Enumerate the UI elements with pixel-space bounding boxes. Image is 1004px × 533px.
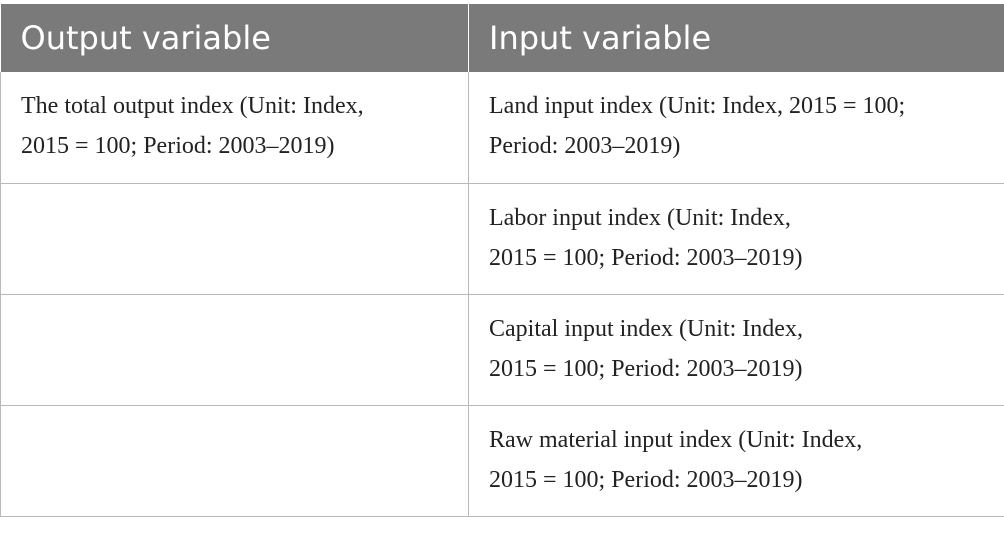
cell-text-line: Raw material input index (Unit: Index,: [489, 426, 863, 453]
header-input-variable: Input variable: [468, 4, 1004, 72]
input-cell: Labor input index (Unit: Index, 2015 = 1…: [468, 183, 1004, 295]
cell-text-line: Capital input index (Unit: Index,: [489, 315, 803, 342]
header-output-variable: Output variable: [0, 4, 469, 72]
output-cell: [0, 183, 469, 295]
table-row: Labor input index (Unit: Index, 2015 = 1…: [0, 183, 1004, 295]
output-cell: [0, 294, 469, 406]
table-body: The total output index (Unit: Index, 201…: [0, 72, 1004, 517]
cell-text-line: 2015 = 100; Period: 2003–2019): [489, 466, 803, 493]
input-cell: Land input index (Unit: Index, 2015 = 10…: [468, 72, 1004, 184]
cell-text-line: 2015 = 100; Period: 2003–2019): [489, 355, 803, 382]
table-row: The total output index (Unit: Index, 201…: [0, 72, 1004, 184]
output-cell: The total output index (Unit: Index, 201…: [0, 72, 469, 184]
table-row: Capital input index (Unit: Index, 2015 =…: [0, 294, 1004, 406]
input-cell: Capital input index (Unit: Index, 2015 =…: [468, 294, 1004, 406]
table-header: Output variable Input variable: [0, 4, 1004, 72]
cell-text-line: 2015 = 100; Period: 2003–2019): [489, 244, 803, 271]
cell-text-line: 2015 = 100; Period: 2003–2019): [21, 133, 335, 159]
table-row: Raw material input index (Unit: Index, 2…: [0, 405, 1004, 517]
cell-text-line: Land input index (Unit: Index, 2015 = 10…: [489, 93, 906, 119]
cell-text-line: The total output index (Unit: Index,: [21, 93, 364, 119]
header-row: Output variable Input variable: [0, 4, 1004, 72]
cell-text-line: Labor input index (Unit: Index,: [489, 204, 791, 231]
output-cell: [0, 405, 469, 517]
variables-table: Output variable Input variable The total…: [0, 4, 1004, 517]
cell-text-line: Period: 2003–2019): [489, 133, 681, 159]
input-cell: Raw material input index (Unit: Index, 2…: [468, 405, 1004, 517]
